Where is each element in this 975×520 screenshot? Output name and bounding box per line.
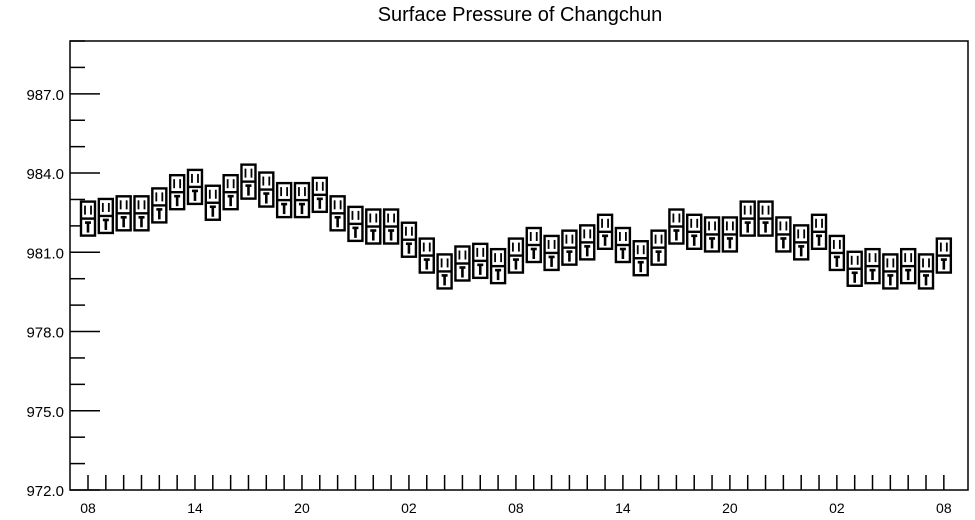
y-tick-label: 981.0 (26, 245, 64, 262)
y-tick-label: 984.0 (26, 166, 64, 183)
y-tick-label: 972.0 (26, 483, 64, 500)
chart-title: Surface Pressure of Changchun (377, 4, 663, 26)
x-tick-label: 14 (187, 500, 203, 516)
x-tick-label: 08 (80, 500, 96, 516)
x-tick-label: 20 (294, 500, 310, 516)
x-tick-label: 14 (615, 500, 631, 516)
y-tick-label: 978.0 (26, 325, 64, 342)
x-tick-label: 02 (401, 500, 417, 516)
y-tick-label: 987.0 (26, 87, 64, 104)
x-tick-label: 20 (722, 500, 738, 516)
plot-frame (69, 40, 969, 491)
x-tick-label: 02 (829, 500, 845, 516)
x-tick-label: 08 (936, 500, 952, 516)
y-tick-label: 975.0 (26, 404, 64, 421)
x-tick-label: 08 (508, 500, 524, 516)
